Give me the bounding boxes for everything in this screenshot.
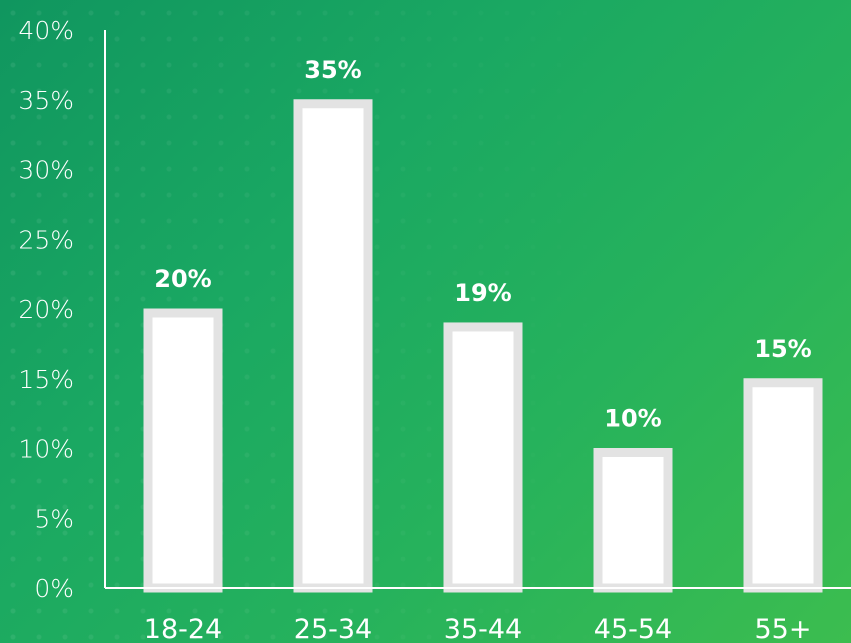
bar [593, 448, 673, 593]
bar [293, 99, 373, 593]
x-axis-labels: 18-24 25-34 35-44 45-54 55+ [144, 614, 812, 643]
y-tick-label: 15% [18, 365, 74, 394]
bar [143, 308, 223, 593]
y-tick-label: 40% [18, 16, 74, 45]
data-label: 20% [154, 265, 211, 293]
y-tick-label: 0% [34, 574, 74, 603]
x-tick-label: 55+ [755, 614, 812, 643]
x-tick-label: 25-34 [294, 614, 372, 643]
bars [143, 99, 823, 593]
x-tick-label: 45-54 [594, 614, 672, 643]
y-tick-label: 35% [18, 86, 74, 115]
data-labels: 20% 35% 19% 10% 15% [154, 56, 811, 433]
data-label: 19% [454, 279, 511, 307]
y-tick-label: 20% [18, 295, 74, 324]
bar [743, 378, 823, 593]
x-tick-label: 35-44 [444, 614, 522, 643]
data-label: 35% [304, 56, 361, 84]
y-tick-label: 30% [18, 156, 74, 185]
bar [443, 322, 523, 593]
data-label: 10% [604, 405, 661, 433]
y-tick-label: 5% [34, 504, 74, 533]
y-tick-label: 25% [18, 225, 74, 254]
data-label: 15% [754, 335, 811, 363]
y-tick-label: 10% [18, 435, 74, 464]
x-tick-label: 18-24 [144, 614, 222, 643]
y-axis-ticks: 0% 5% 10% 15% 20% 25% 30% 35% 40% [18, 16, 74, 603]
